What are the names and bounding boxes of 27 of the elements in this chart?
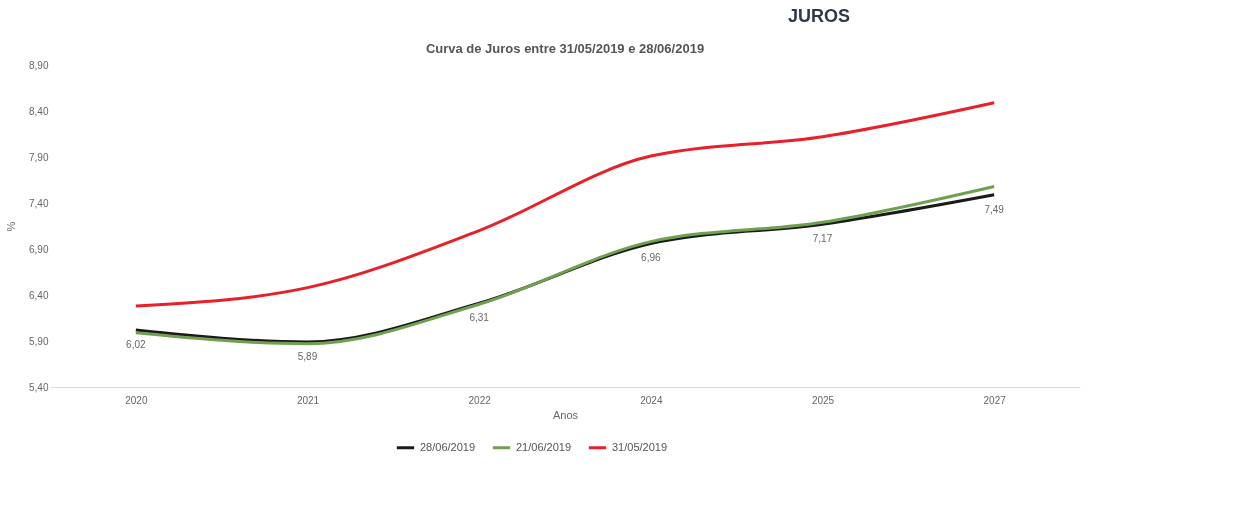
- legend-label: 31/05/2019: [612, 440, 668, 453]
- y-tick-label: 5,40: [29, 381, 49, 393]
- data-label: 7,17: [812, 233, 833, 245]
- y-tick-label: 7,40: [29, 197, 49, 209]
- x-tick-label: 2022: [468, 394, 492, 406]
- data-label: 6,02: [126, 338, 146, 350]
- text: JUROS: [787, 6, 850, 26]
- legend-label: 28/06/2019: [420, 440, 476, 453]
- y-tick-label: 8,90: [29, 59, 49, 71]
- legend-label: 21/06/2019: [516, 440, 572, 453]
- data-label: 6,31: [469, 312, 490, 324]
- chart-title: Curva de Juros entre 31/05/2019 e 28/06/2019: [425, 41, 705, 56]
- x-tick-label: 2021: [296, 394, 320, 406]
- y-tick-label: 7,90: [29, 151, 49, 163]
- data-label: 5,89: [297, 350, 318, 362]
- x-axis-title: Anos: [552, 408, 579, 421]
- data-label: 7,49: [984, 203, 1005, 215]
- data-label: 6,96: [641, 252, 661, 264]
- y-tick-label: 6,90: [29, 243, 49, 255]
- x-tick-label: 2025: [811, 394, 835, 406]
- y-tick-label: 6,40: [29, 289, 49, 301]
- x-tick-label: 2027: [983, 394, 1007, 406]
- y-tick-label: 5,90: [29, 335, 49, 347]
- y-tick-label: 8,40: [29, 105, 49, 117]
- x-tick-label: 2020: [125, 394, 148, 406]
- x-tick-label: 2024: [640, 394, 663, 406]
- y-axis-title: %: [5, 221, 18, 232]
